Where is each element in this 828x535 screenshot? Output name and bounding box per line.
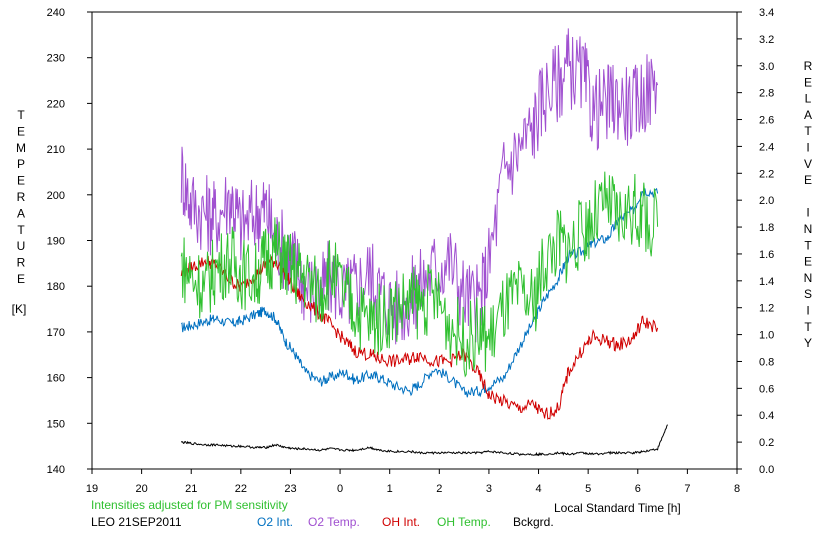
right-tick-label: 3.4 — [759, 7, 774, 19]
station-label: LEO 21SEP2011 — [91, 515, 182, 529]
right-tick-label: 1.0 — [759, 330, 774, 342]
series-line-oh-temp — [180, 171, 659, 378]
left-tick-label: 240 — [47, 7, 65, 19]
left-axis-letter: A — [17, 206, 25, 220]
left-tick-label: 140 — [47, 464, 65, 476]
left-axis-letter: P — [17, 157, 25, 171]
left-y-axis: 140 150 160 170 180 190 200 210 220 230 240 — [47, 7, 92, 476]
x-tick-label: 4 — [535, 483, 541, 495]
right-axis-letter: N — [804, 271, 813, 285]
right-axis-letter: L — [805, 92, 812, 106]
legend-entry: O2 Temp. — [308, 515, 360, 529]
legend-entry: O2 Int. — [257, 515, 293, 529]
right-tick-label: 1.2 — [759, 303, 774, 315]
right-tick-label: 0.8 — [759, 356, 774, 368]
right-axis-letter: I — [806, 206, 809, 220]
right-tick-label: 2.2 — [759, 168, 774, 180]
legend-entry: OH Int. — [382, 515, 420, 529]
legend-entry: Bckgrd. — [513, 515, 554, 529]
series-lines — [180, 28, 668, 457]
left-tick-label: 220 — [47, 98, 65, 110]
left-axis-letter: M — [16, 141, 26, 155]
legend-entry: OH Temp. — [437, 515, 491, 529]
series-line-bckgrd — [180, 424, 668, 457]
right-axis-letter: V — [804, 157, 812, 171]
annotation-text: Intensities adjusted for PM sensitivity — [91, 498, 288, 512]
x-tick-label: 8 — [734, 483, 740, 495]
left-tick-label: 170 — [47, 327, 65, 339]
right-axis-letter: E — [804, 173, 812, 187]
left-tick-label: 200 — [47, 190, 65, 202]
right-axis-letter: Y — [804, 336, 812, 350]
x-tick-label: 6 — [635, 483, 641, 495]
left-axis-letter: E — [17, 124, 25, 138]
plot-frame — [91, 11, 738, 470]
right-tick-label: 0.0 — [759, 464, 774, 476]
series-line-o2-temp — [180, 28, 659, 345]
x-tick-label: 1 — [387, 483, 393, 495]
right-axis-letter: S — [804, 287, 812, 301]
right-axis-letter: R — [804, 59, 813, 73]
right-tick-label: 0.2 — [759, 437, 774, 449]
right-tick-label: 0.6 — [759, 383, 774, 395]
x-tick-label: 7 — [684, 483, 690, 495]
right-tick-label: 3.2 — [759, 34, 774, 46]
right-tick-label: 3.0 — [759, 61, 774, 73]
x-tick-label: 19 — [86, 483, 98, 495]
left-tick-label: 160 — [47, 373, 65, 385]
right-tick-label: 2.6 — [759, 115, 774, 127]
x-tick-label: 20 — [135, 483, 147, 495]
right-tick-label: 2.8 — [759, 88, 774, 100]
right-axis-letter: T — [804, 238, 812, 252]
right-tick-label: 1.8 — [759, 222, 774, 234]
left-axis-letter: T — [17, 108, 25, 122]
left-tick-label: 210 — [47, 144, 65, 156]
right-axis-letter: A — [804, 108, 812, 122]
left-axis-letter: U — [17, 239, 26, 253]
right-y-axis: 0.0 0.2 0.4 0.6 0.8 1.0 1.2 1.4 1.6 1.8 2.0 2.2 2.4 2… — [737, 7, 774, 476]
right-axis-letter: I — [806, 304, 809, 318]
x-tick-label: 2 — [436, 483, 442, 495]
left-axis-letter: R — [17, 190, 26, 204]
x-tick-label: 0 — [337, 483, 343, 495]
legend: O2 Int. O2 Temp. OH Int. OH Temp. Bckgrd. — [257, 515, 554, 529]
x-tick-label: 21 — [185, 483, 197, 495]
right-tick-label: 1.6 — [759, 249, 774, 261]
left-tick-label: 190 — [47, 236, 65, 248]
left-axis-letter: T — [17, 223, 25, 237]
right-tick-label: 2.0 — [759, 195, 774, 207]
right-axis-letter: T — [804, 124, 812, 138]
left-axis-unit: [K] — [12, 302, 27, 316]
right-tick-label: 0.4 — [759, 410, 774, 422]
x-axis: 19 20 21 22 23 0 1 2 3 4 5 6 7 8 — [86, 469, 740, 495]
x-tick-label: 23 — [284, 483, 296, 495]
right-axis-letter: E — [804, 75, 812, 89]
right-tick-label: 2.4 — [759, 141, 774, 153]
x-axis-label: Local Standard Time [h] — [554, 501, 681, 515]
left-axis-letter: R — [17, 256, 26, 270]
x-tick-label: 22 — [235, 483, 247, 495]
right-axis-letter: E — [804, 255, 812, 269]
right-axis-letter: I — [806, 141, 809, 155]
left-tick-label: 150 — [47, 418, 65, 430]
left-tick-label: 230 — [47, 53, 65, 65]
right-tick-label: 1.4 — [759, 276, 774, 288]
right-axis-letter: N — [804, 222, 813, 236]
left-tick-label: 180 — [47, 281, 65, 293]
x-tick-label: 5 — [585, 483, 591, 495]
left-axis-letter: E — [17, 272, 25, 286]
right-axis-letter: T — [804, 320, 812, 334]
x-tick-label: 3 — [486, 483, 492, 495]
left-axis-letter: E — [17, 174, 25, 188]
